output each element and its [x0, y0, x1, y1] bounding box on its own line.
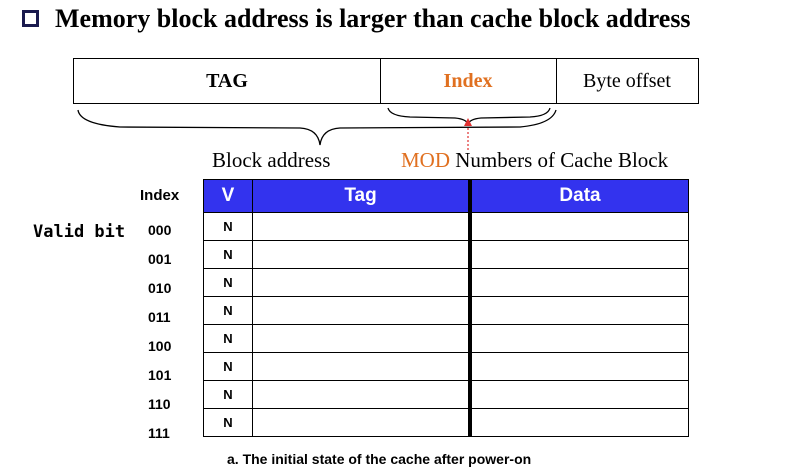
valid-bit-cell: N	[203, 296, 253, 325]
index-label: 101	[148, 367, 172, 383]
mod-label: MOD Numbers of Cache Block	[401, 148, 668, 173]
block-address-brace	[77, 109, 557, 146]
valid-bit-cell: N	[203, 380, 253, 409]
table-row: N	[203, 296, 689, 325]
valid-bit-cell: N	[203, 212, 253, 241]
table-row: N	[203, 324, 689, 353]
data-cell	[468, 212, 689, 241]
index-label: 010	[148, 280, 172, 296]
valid-bit-label: Valid bit	[33, 222, 126, 242]
data-cell	[468, 408, 689, 437]
address-tag-field: TAG	[73, 58, 381, 104]
data-cell	[468, 352, 689, 381]
index-label: 100	[148, 338, 172, 354]
tag-cell	[252, 240, 471, 269]
cache-table: V Tag Data N N N N N	[203, 179, 689, 437]
valid-bit-cell: N	[203, 408, 253, 437]
mod-keyword: MOD	[401, 148, 451, 172]
tag-cell	[252, 352, 471, 381]
table-row: N	[203, 268, 689, 297]
valid-bit-cell: N	[203, 352, 253, 381]
index-column-header: Index	[140, 187, 180, 204]
valid-column-header: V	[203, 179, 253, 213]
table-row: N	[203, 408, 689, 437]
valid-bit-cell: N	[203, 240, 253, 269]
tag-cell	[252, 380, 471, 409]
valid-bit-cell: N	[203, 268, 253, 297]
data-cell	[468, 324, 689, 353]
index-label: 011	[148, 309, 171, 325]
data-cell	[468, 268, 689, 297]
data-cell	[468, 380, 689, 409]
table-row: N	[203, 212, 689, 241]
data-cell	[468, 240, 689, 269]
table-row: N	[203, 352, 689, 381]
tag-cell	[252, 268, 471, 297]
block-address-label: Block address	[212, 148, 331, 172]
data-cell	[468, 296, 689, 325]
valid-bit-cell: N	[203, 324, 253, 353]
tag-cell	[252, 408, 471, 437]
bullet-square-icon	[22, 10, 39, 27]
table-row: N	[203, 240, 689, 269]
numbers-of-cache-block-label: Numbers of Cache Block	[455, 148, 669, 172]
tag-cell	[252, 212, 471, 241]
index-label: 001	[148, 251, 172, 267]
tag-column-header: Tag	[252, 179, 471, 213]
table-row: N	[203, 380, 689, 409]
heading: Memory block address is larger than cach…	[55, 4, 691, 33]
data-column-header: Data	[468, 179, 689, 213]
index-label: 110	[148, 396, 171, 412]
tag-cell	[252, 296, 471, 325]
tag-cell	[252, 324, 471, 353]
index-label: 000	[148, 222, 172, 238]
mod-arrow-head	[464, 118, 472, 126]
cache-table-header-row: V Tag Data	[203, 179, 689, 213]
figure-caption: a. The initial state of the cache after …	[227, 451, 532, 467]
index-label: 111	[148, 425, 170, 441]
address-offset-field: Byte offset	[556, 58, 699, 104]
address-index-field: Index	[380, 58, 557, 104]
